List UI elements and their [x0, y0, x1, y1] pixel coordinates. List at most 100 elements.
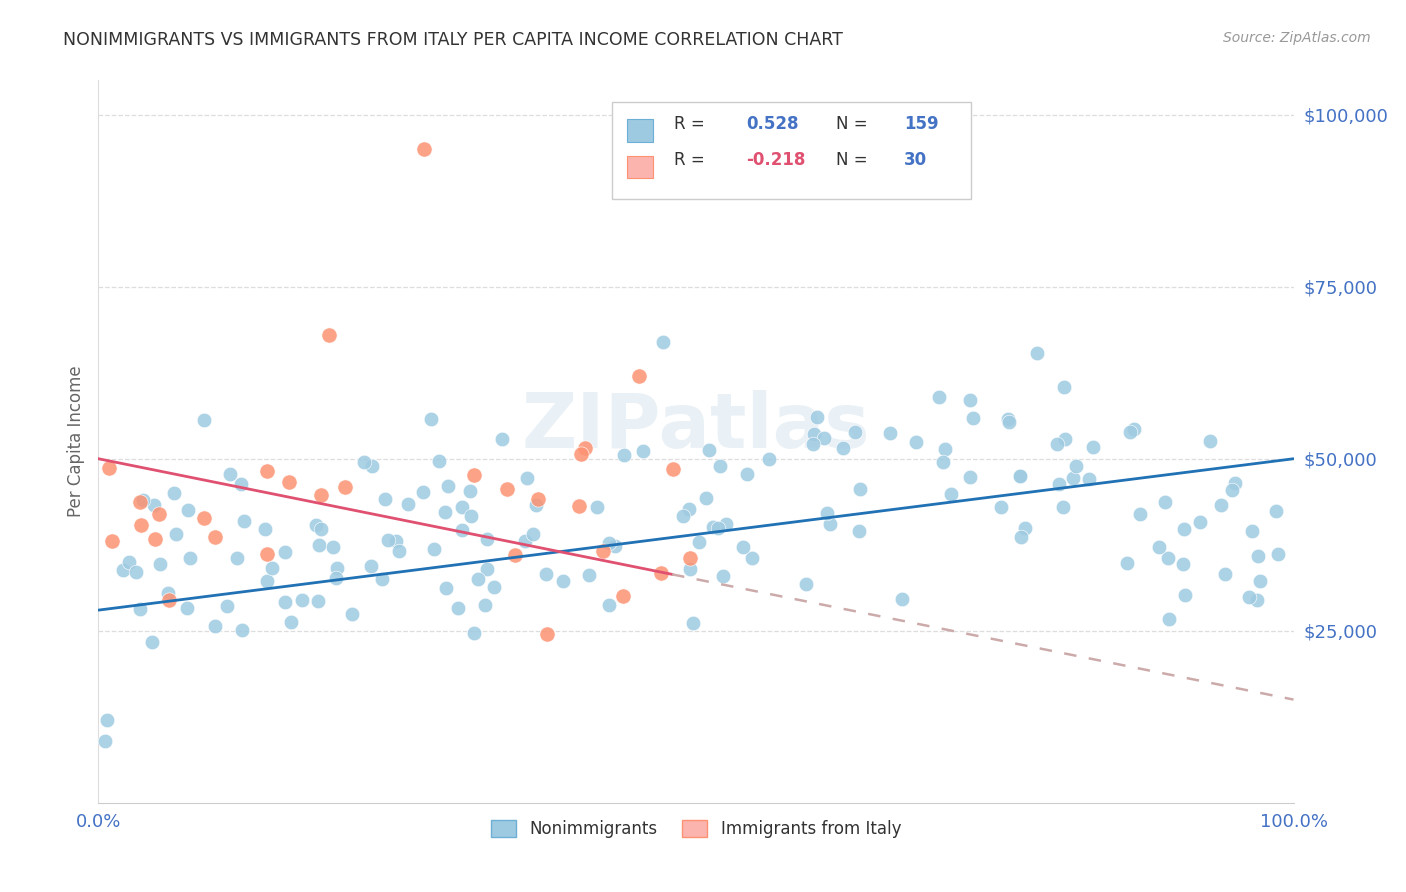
Point	[274, 545, 297, 559]
Point	[534, 566, 557, 581]
Point	[1198, 434, 1220, 448]
Text: Source: ZipAtlas.com: Source: ZipAtlas.com	[1223, 31, 1371, 45]
Point	[1213, 567, 1236, 582]
Point	[451, 524, 474, 538]
Point	[707, 521, 730, 535]
Text: N =: N =	[835, 151, 873, 169]
Point	[412, 484, 434, 499]
Point	[586, 500, 609, 515]
Point	[309, 488, 332, 502]
Point	[1010, 468, 1032, 483]
Point	[148, 508, 170, 522]
Point	[959, 392, 981, 407]
Point	[1119, 425, 1142, 439]
Point	[832, 442, 855, 456]
Point	[711, 569, 734, 583]
Point	[796, 576, 818, 591]
Point	[291, 593, 314, 607]
Point	[436, 581, 458, 595]
Point	[592, 544, 614, 558]
Point	[436, 479, 458, 493]
Point	[688, 535, 710, 549]
Point	[179, 550, 201, 565]
Point	[474, 598, 496, 612]
Point	[477, 532, 499, 546]
Point	[1241, 524, 1264, 538]
Point	[990, 500, 1012, 515]
Point	[1147, 540, 1170, 554]
Point	[536, 627, 558, 641]
Point	[118, 555, 141, 569]
Point	[758, 452, 780, 467]
Text: NONIMMIGRANTS VS IMMIGRANTS FROM ITALY PER CAPITA INCOME CORRELATION CHART: NONIMMIGRANTS VS IMMIGRANTS FROM ITALY P…	[63, 31, 844, 49]
Point	[143, 533, 166, 547]
Point	[741, 551, 763, 566]
Point	[849, 482, 872, 496]
Point	[1154, 495, 1177, 509]
Point	[612, 589, 634, 603]
Point	[131, 492, 153, 507]
Point	[1052, 500, 1074, 515]
Point	[633, 444, 655, 458]
Point	[420, 412, 443, 426]
Point	[939, 487, 962, 501]
Point	[516, 471, 538, 485]
Point	[1222, 483, 1244, 497]
Point	[709, 459, 731, 474]
Point	[217, 599, 239, 614]
Point	[94, 734, 117, 748]
Point	[1064, 459, 1087, 474]
Point	[959, 469, 981, 483]
Point	[731, 540, 754, 554]
Point	[695, 491, 717, 506]
Point	[1083, 440, 1105, 454]
Text: 0.528: 0.528	[747, 115, 799, 133]
Point	[371, 572, 394, 586]
Point	[325, 571, 347, 585]
Point	[308, 538, 330, 552]
Point	[353, 455, 375, 469]
Point	[128, 494, 150, 508]
Point	[467, 572, 489, 586]
Point	[934, 442, 956, 456]
Point	[1062, 471, 1084, 485]
Text: N =: N =	[835, 115, 873, 133]
Point	[1010, 530, 1032, 544]
Point	[193, 510, 215, 524]
Point	[806, 410, 828, 425]
Point	[388, 544, 411, 558]
Text: ZIPatlas: ZIPatlas	[522, 390, 870, 464]
Text: 159: 159	[904, 115, 939, 133]
Point	[433, 505, 456, 519]
Point	[513, 534, 536, 549]
Point	[1047, 476, 1070, 491]
Point	[1246, 549, 1268, 564]
Point	[219, 467, 242, 481]
Point	[1122, 422, 1144, 436]
Point	[128, 602, 150, 616]
Point	[1189, 515, 1212, 529]
Point	[551, 574, 574, 588]
Point	[1159, 612, 1181, 626]
Point	[1249, 574, 1271, 588]
Point	[1116, 556, 1139, 570]
Point	[522, 527, 544, 541]
Point	[1223, 475, 1246, 490]
Point	[463, 625, 485, 640]
Point	[451, 500, 474, 514]
Point	[697, 443, 720, 458]
Point	[567, 499, 589, 513]
Point	[628, 369, 651, 384]
Point	[803, 426, 825, 441]
Point	[256, 574, 278, 589]
Point	[141, 635, 163, 649]
Point	[1053, 380, 1076, 394]
Point	[598, 535, 620, 549]
Point	[142, 499, 165, 513]
Point	[650, 566, 672, 581]
Point	[305, 517, 328, 532]
Point	[997, 415, 1019, 429]
Point	[524, 498, 547, 512]
Point	[176, 600, 198, 615]
Point	[702, 520, 724, 534]
